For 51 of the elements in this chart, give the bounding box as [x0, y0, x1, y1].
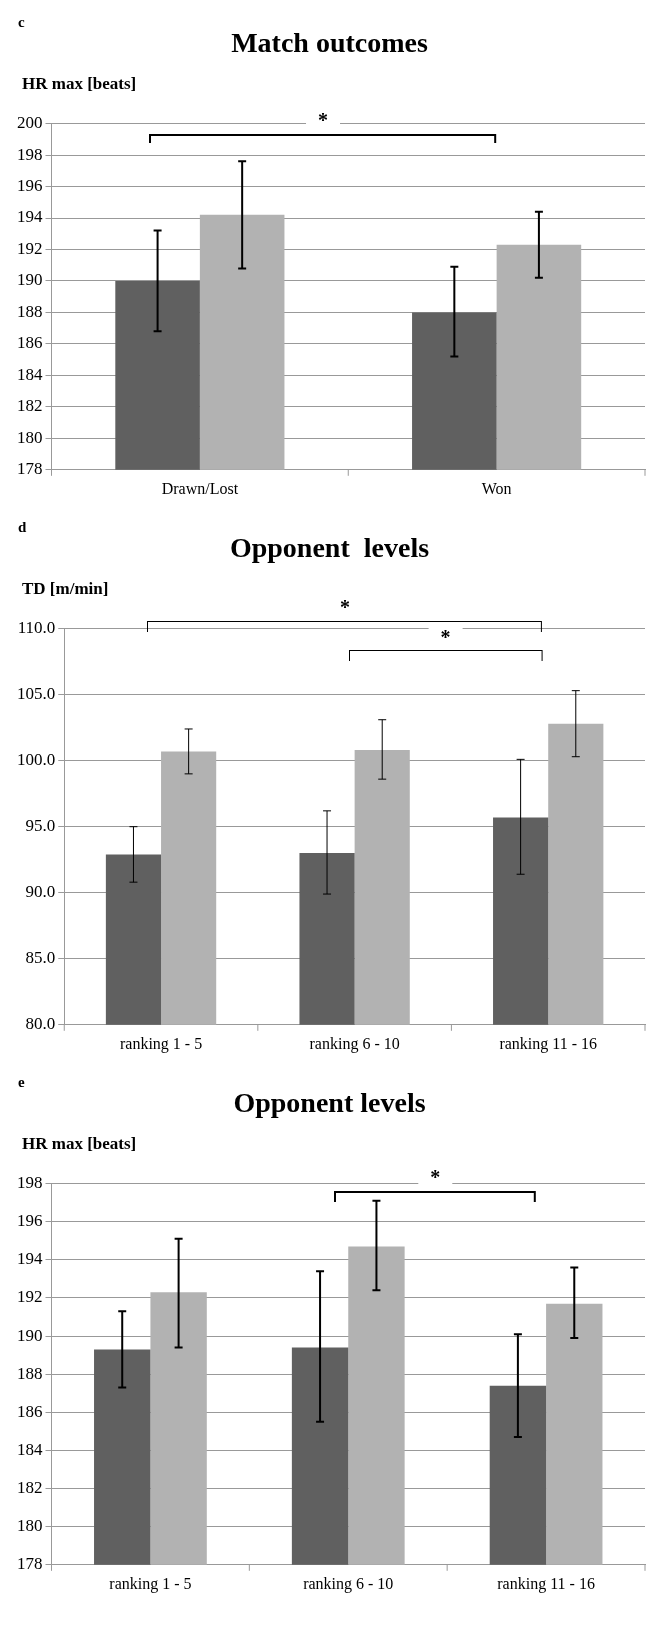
y-tick-label: 178	[17, 1554, 43, 1574]
x-tick-label: ranking 1 - 5	[119, 1034, 203, 1053]
text: *	[339, 595, 350, 618]
y-tick-label: 190	[17, 1325, 43, 1345]
y-tick-label: 190	[17, 270, 43, 290]
x-tick-label: ranking 6 - 10	[309, 1034, 400, 1053]
y-tick-label: 186	[17, 333, 43, 353]
y-axis-title: HR max [beats]	[22, 1134, 137, 1154]
y-tick-label: 95.0	[25, 816, 56, 836]
annotation: *	[440, 625, 451, 648]
y-tick-label: 178	[17, 459, 43, 479]
x-tick-label: Won	[481, 479, 512, 497]
x-tick-label: ranking 6 - 10	[303, 1574, 394, 1593]
y-axis-title: TD [m/min]	[22, 579, 109, 599]
x-tick-label: ranking 11 - 16	[499, 1034, 598, 1053]
y-tick-label: 192	[17, 1287, 43, 1307]
chart-title: Match outcomes	[231, 27, 428, 59]
y-tick-label: 85.0	[25, 948, 56, 968]
text: d	[18, 519, 27, 536]
y-tick-label: 194	[17, 1249, 43, 1269]
y-tick-label: 90.0	[25, 882, 56, 902]
chart-title: Opponent levels	[229, 532, 430, 564]
y-tick-label: 110.0	[17, 618, 56, 638]
y-axis-title: HR max [beats]	[22, 74, 137, 94]
y-tick-label: 105.0	[17, 684, 56, 704]
annotation: *	[318, 109, 329, 132]
y-tick-label: 182	[17, 1478, 43, 1498]
y-tick-label: 188	[17, 301, 43, 321]
text: e	[18, 1074, 25, 1091]
y-tick-label: 196	[17, 1211, 43, 1231]
y-tick-label: 200	[17, 113, 43, 133]
x-tick-label: Drawn/Lost	[161, 479, 239, 497]
y-tick-label: 186	[17, 1401, 43, 1421]
y-tick-label: 180	[17, 1516, 43, 1536]
y-tick-label: 80.0	[25, 1014, 56, 1034]
y-tick-label: 180	[17, 427, 43, 447]
y-tick-label: 182	[17, 396, 43, 416]
y-tick-label: 192	[17, 238, 43, 258]
y-tick-label: 184	[17, 1439, 43, 1459]
y-tick-label: 196	[17, 176, 43, 196]
y-tick-label: 194	[17, 207, 43, 227]
chart-title: Opponent levels	[233, 1087, 426, 1119]
y-tick-label: 198	[17, 144, 43, 164]
x-tick-label: ranking 1 - 5	[109, 1574, 192, 1593]
annotation: *	[430, 1166, 441, 1189]
y-tick-label: 184	[17, 364, 43, 384]
y-tick-label: 198	[17, 1173, 43, 1193]
y-tick-label: 100.0	[17, 750, 56, 770]
x-tick-label: ranking 11 - 16	[497, 1574, 595, 1593]
y-tick-label: 188	[17, 1363, 43, 1383]
text: c	[18, 14, 25, 31]
